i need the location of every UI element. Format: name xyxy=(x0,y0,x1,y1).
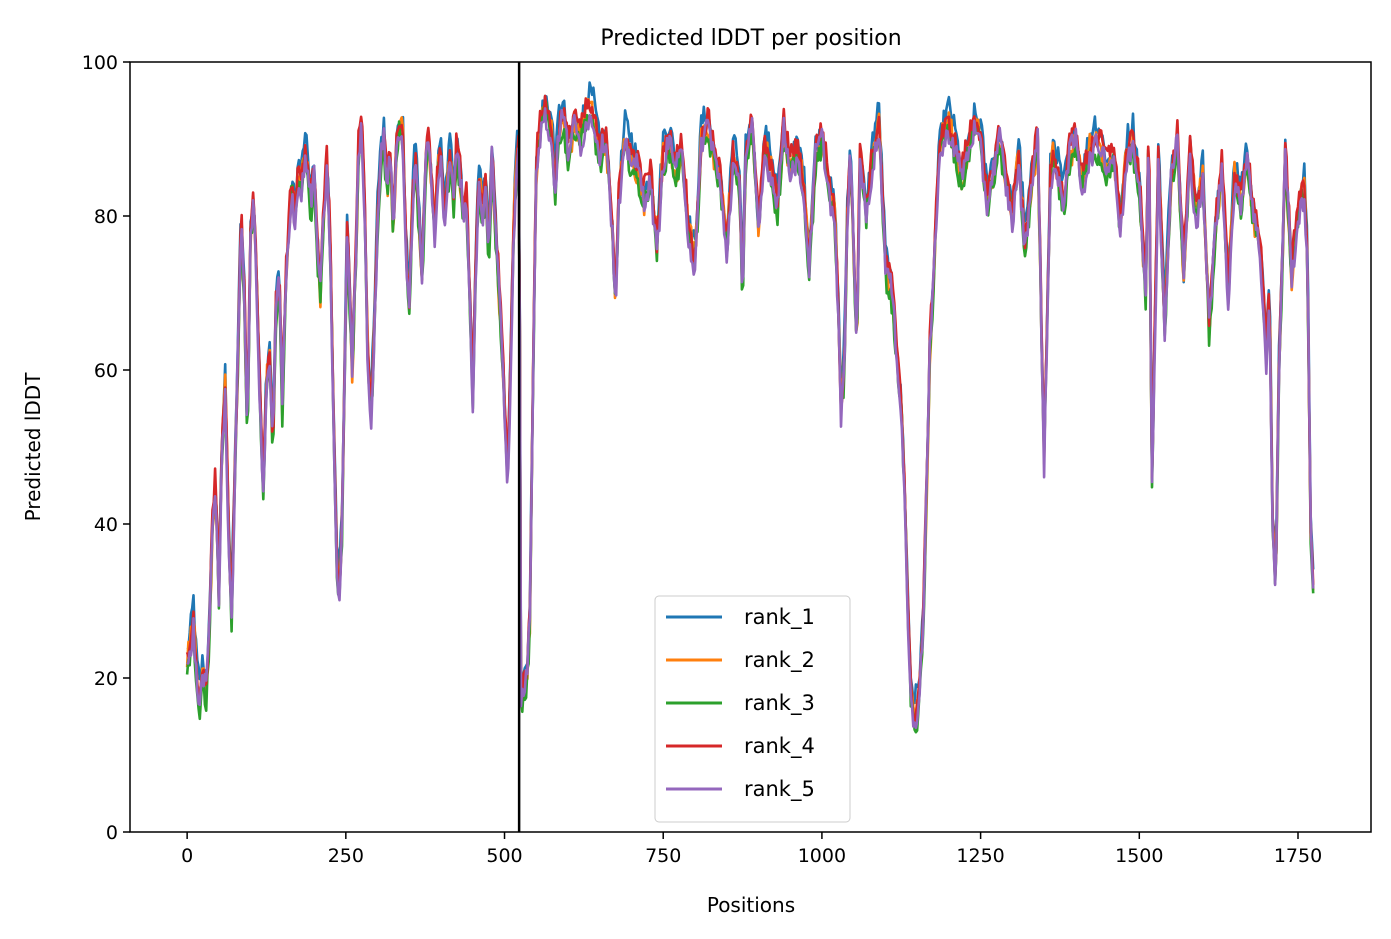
x-axis-label: Positions xyxy=(707,893,795,917)
legend-label: rank_2 xyxy=(744,648,815,673)
legend: rank_1 rank_2 rank_3 rank_4 rank_5 xyxy=(654,595,851,823)
y-tick-label: 40 xyxy=(94,514,118,536)
x-tick-label: 1250 xyxy=(956,845,1004,867)
plot-frame xyxy=(129,61,1372,833)
y-tick-label: 100 xyxy=(82,52,118,74)
x-tick-label: 500 xyxy=(486,845,522,867)
x-axis-ticks: 0 250 500 750 1000 1250 1500 1750 xyxy=(181,832,1322,867)
x-tick-label: 1750 xyxy=(1274,845,1322,867)
y-axis-ticks: 0 20 40 60 80 100 xyxy=(82,52,130,844)
legend-label: rank_4 xyxy=(744,734,815,759)
y-tick-label: 20 xyxy=(94,668,118,690)
legend-label: rank_5 xyxy=(744,777,815,802)
y-tick-label: 60 xyxy=(94,360,118,382)
x-tick-label: 1500 xyxy=(1115,845,1163,867)
chart-title: Predicted lDDT per position xyxy=(600,26,901,51)
x-tick-label: 750 xyxy=(645,845,681,867)
x-tick-label: 0 xyxy=(181,845,193,867)
y-tick-label: 80 xyxy=(94,206,118,228)
legend-label: rank_1 xyxy=(744,605,815,630)
legend-label: rank_3 xyxy=(744,691,815,716)
y-tick-label: 0 xyxy=(106,822,118,844)
legend-box xyxy=(654,595,851,823)
series-line-rank_5 xyxy=(186,107,1315,730)
x-tick-label: 1000 xyxy=(798,845,846,867)
x-tick-label: 250 xyxy=(328,845,364,867)
series-lines xyxy=(185,81,1315,734)
y-axis-label: Predicted lDDT xyxy=(21,372,45,522)
